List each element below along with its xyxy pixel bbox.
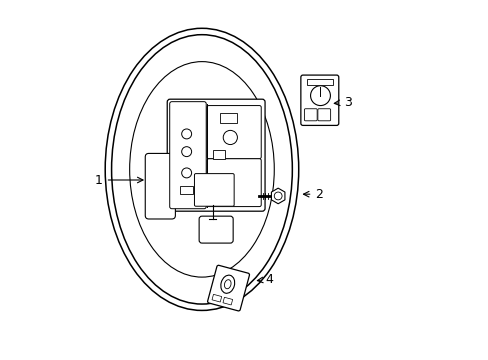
FancyBboxPatch shape bbox=[206, 159, 261, 207]
Circle shape bbox=[182, 147, 191, 157]
Circle shape bbox=[223, 130, 237, 145]
FancyBboxPatch shape bbox=[167, 99, 264, 211]
Bar bbox=[223, 297, 232, 305]
FancyBboxPatch shape bbox=[199, 216, 233, 243]
Circle shape bbox=[182, 168, 191, 178]
Ellipse shape bbox=[221, 275, 234, 293]
Text: 1: 1 bbox=[95, 174, 142, 186]
Ellipse shape bbox=[224, 280, 231, 289]
Bar bbox=[212, 150, 224, 159]
Text: 3: 3 bbox=[334, 95, 351, 108]
FancyBboxPatch shape bbox=[169, 102, 206, 209]
FancyBboxPatch shape bbox=[304, 109, 317, 121]
Text: 4: 4 bbox=[257, 273, 273, 286]
FancyBboxPatch shape bbox=[207, 265, 249, 311]
FancyBboxPatch shape bbox=[194, 174, 234, 206]
Text: 2: 2 bbox=[303, 188, 323, 201]
FancyBboxPatch shape bbox=[300, 75, 338, 125]
Bar bbox=[306, 79, 332, 85]
Bar bbox=[219, 113, 237, 123]
FancyBboxPatch shape bbox=[317, 109, 330, 121]
FancyBboxPatch shape bbox=[145, 153, 175, 219]
Bar bbox=[180, 186, 193, 194]
Circle shape bbox=[310, 86, 330, 105]
Circle shape bbox=[274, 192, 282, 200]
Bar bbox=[212, 294, 221, 302]
FancyBboxPatch shape bbox=[206, 105, 261, 159]
Circle shape bbox=[182, 129, 191, 139]
